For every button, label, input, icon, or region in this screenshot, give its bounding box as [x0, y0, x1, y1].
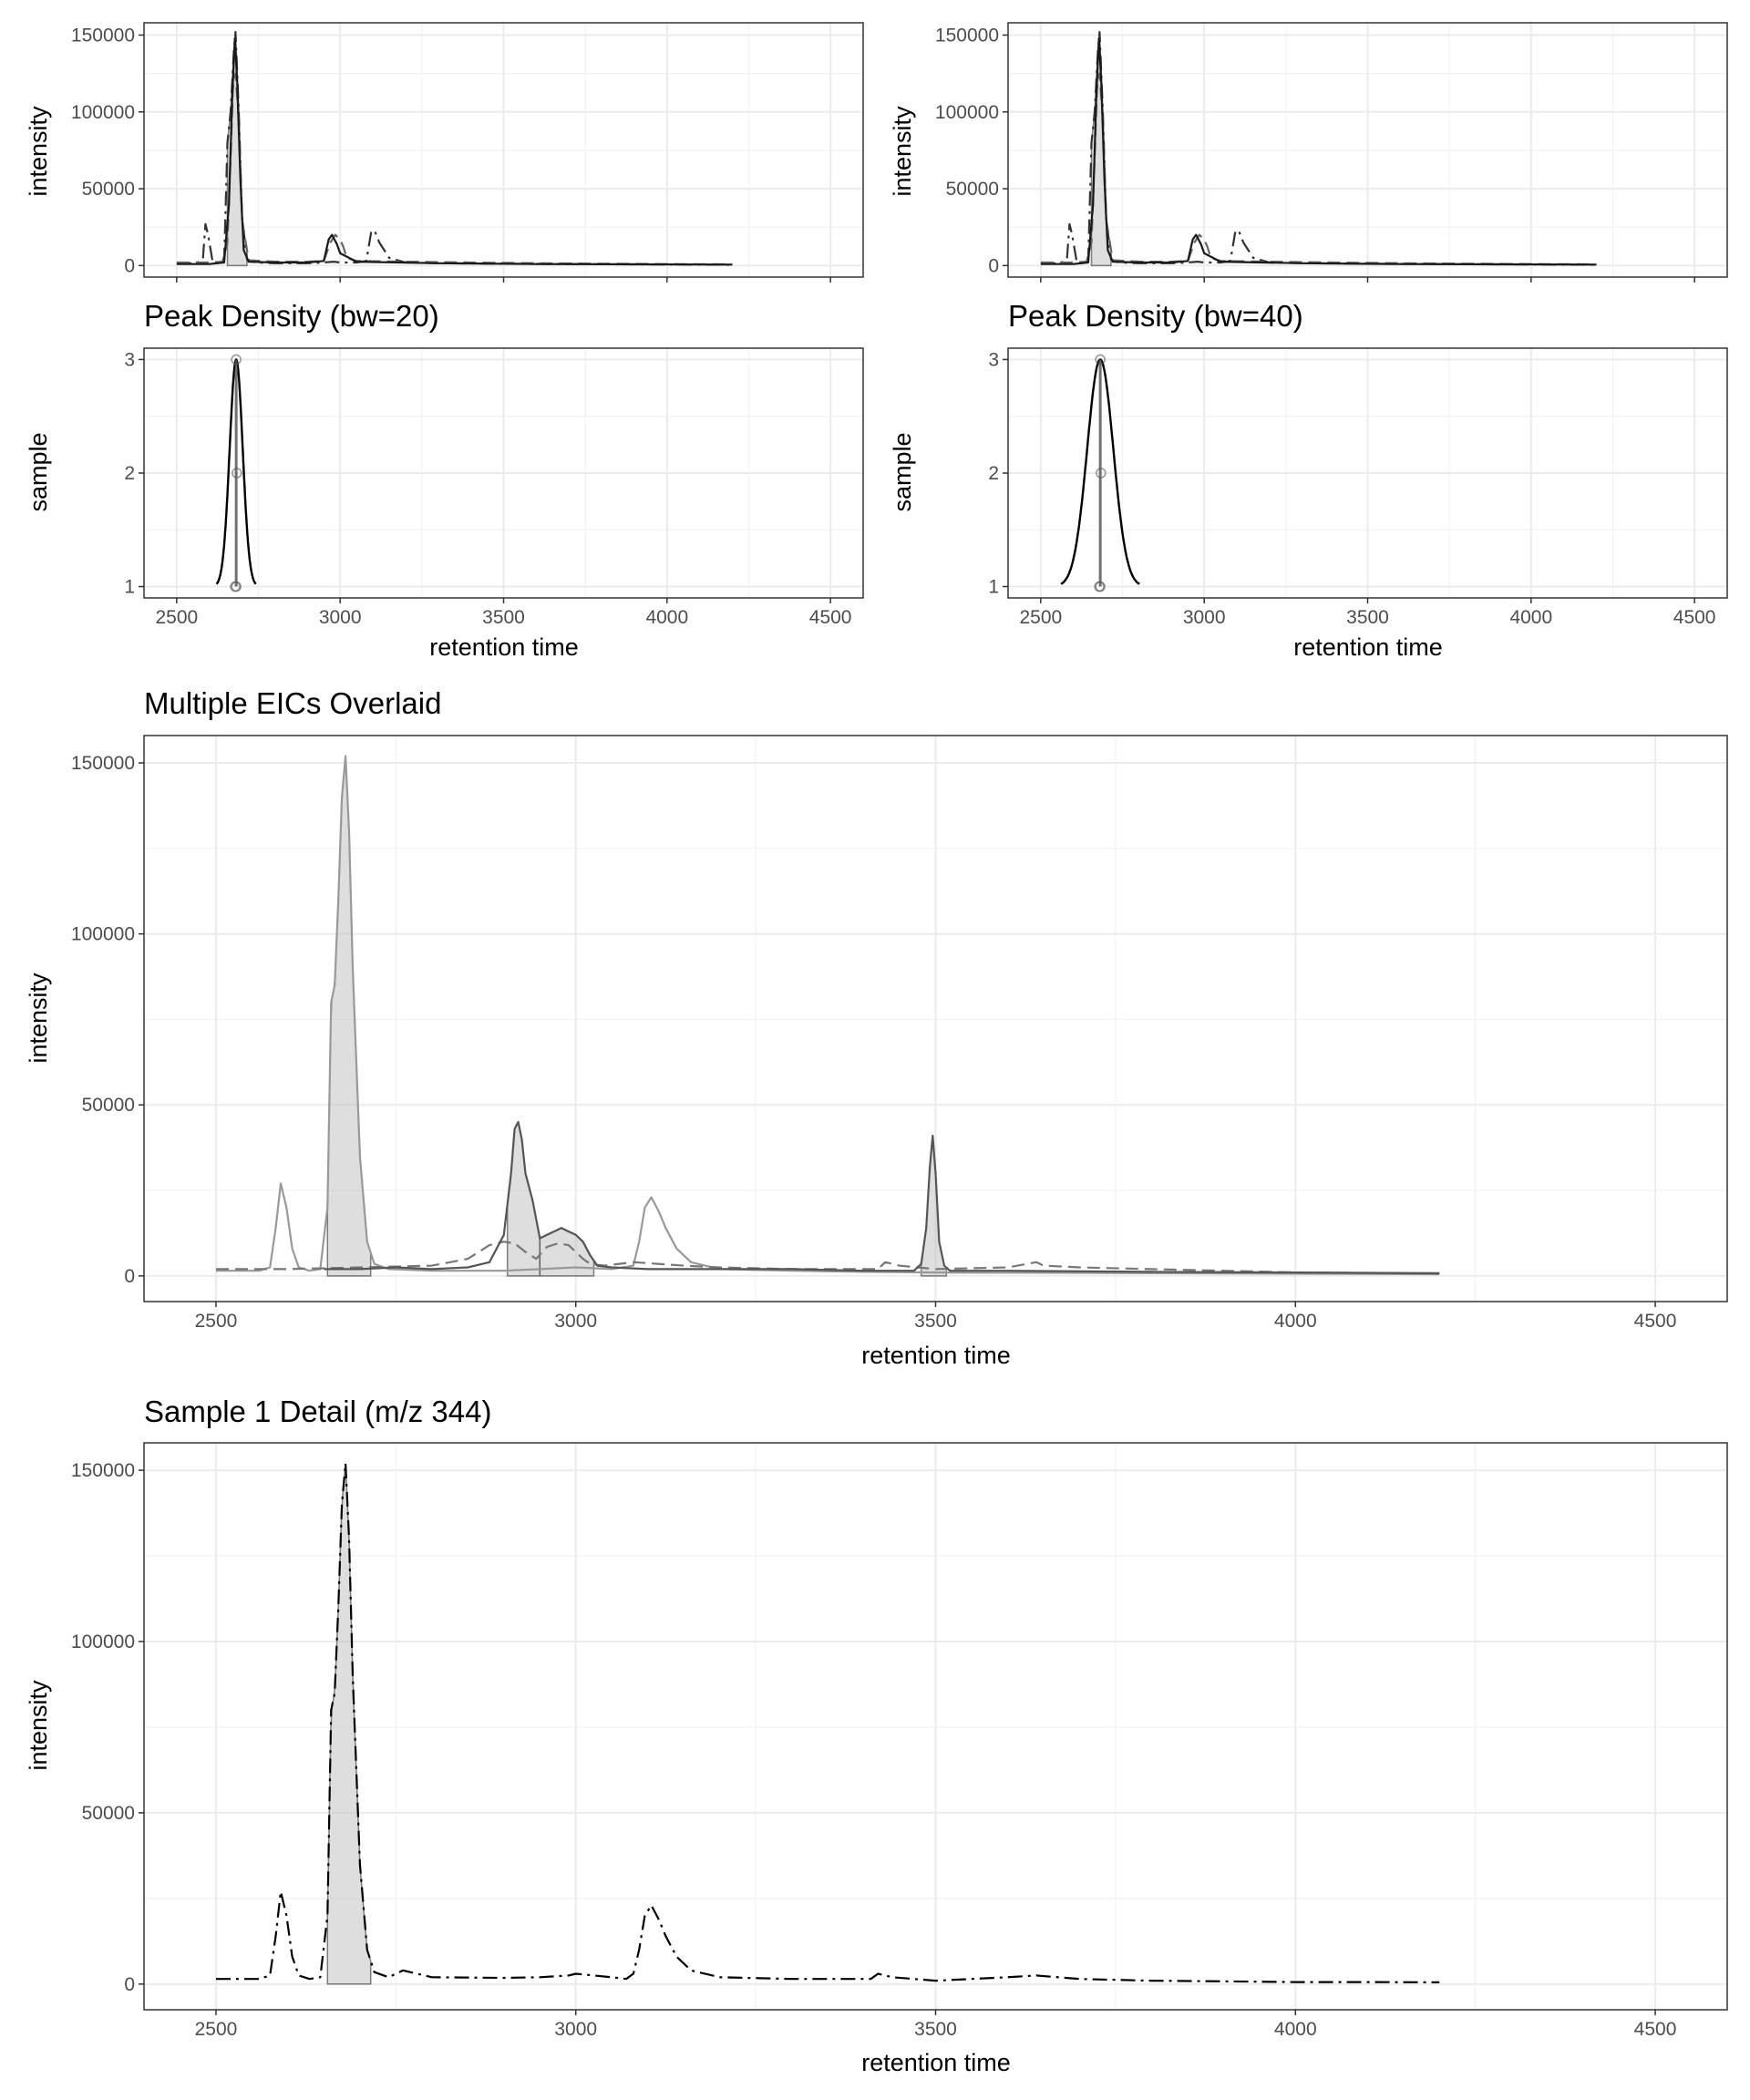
y-tick-label: 50000 — [82, 1803, 135, 1824]
y-axis-label: sample — [889, 432, 916, 511]
plot-area — [1040, 31, 1597, 267]
peak-point — [1095, 581, 1106, 592]
peak-point — [231, 354, 242, 365]
y-tick-label: 150000 — [71, 753, 135, 774]
y-tick-label: 100000 — [935, 102, 999, 123]
panel-title: Peak Density (bw=20) — [144, 299, 439, 333]
series-line-sample-3 — [324, 1120, 1440, 1274]
y-tick-label: 3 — [124, 349, 135, 370]
x-axis-label: retention time — [861, 2049, 1011, 2076]
x-tick-label: 4500 — [1634, 2019, 1677, 2040]
x-tick-label: 3000 — [1183, 607, 1226, 628]
y-tick-label: 1 — [988, 577, 999, 598]
x-tick-label: 4500 — [809, 607, 852, 628]
y-tick-label: 100000 — [71, 102, 135, 123]
plot-area — [216, 1462, 1440, 1985]
x-tick-label: 3500 — [1346, 607, 1389, 628]
series-line-sample-3 — [1040, 36, 1597, 266]
gridlines — [144, 23, 863, 277]
x-tick-label: 3000 — [554, 2019, 597, 2040]
peak-point — [1096, 468, 1107, 479]
y-tick-label: 1 — [124, 577, 135, 598]
plot-area — [176, 31, 733, 267]
x-tick-label: 3000 — [554, 1311, 597, 1332]
panel-border — [1007, 347, 1728, 599]
panel-title: Peak Density (bw=40) — [1008, 299, 1303, 333]
panel-title: Sample 1 Detail (m/z 344) — [144, 1395, 491, 1428]
gridlines — [144, 1443, 1727, 2010]
panel-border — [143, 347, 864, 599]
y-tick-label: 100000 — [71, 924, 135, 945]
plot-area — [216, 755, 1440, 1277]
panel-border — [143, 1442, 1728, 2011]
peak-point — [232, 468, 242, 479]
series-line-sample-3 — [176, 36, 733, 266]
x-tick-label: 3500 — [482, 607, 525, 628]
y-tick-label: 0 — [124, 1974, 135, 1995]
y-axis-label: sample — [25, 432, 52, 511]
x-axis-label: retention time — [429, 633, 579, 661]
x-tick-label: 4500 — [1673, 607, 1716, 628]
y-axis-label: intensity — [25, 106, 52, 197]
y-axis-label: intensity — [889, 106, 916, 197]
x-tick-label: 3500 — [914, 1311, 957, 1332]
x-tick-label: 4000 — [1274, 1311, 1317, 1332]
x-tick-label: 4500 — [1634, 1311, 1677, 1332]
y-axis-label: intensity — [25, 973, 52, 1064]
gridlines — [1008, 23, 1727, 277]
panel-title: Multiple EICs Overlaid — [144, 686, 441, 720]
plot-area — [1060, 354, 1140, 592]
peak-point — [1095, 354, 1106, 365]
y-tick-label: 150000 — [71, 25, 135, 46]
panel-border — [143, 735, 1728, 1302]
y-tick-label: 150000 — [935, 25, 999, 46]
eic-overlaid-panel: Multiple EICs Overlaid intensity retenti… — [25, 686, 1728, 1369]
y-tick-label: 100000 — [71, 1632, 135, 1652]
x-tick-label: 4000 — [1274, 2019, 1317, 2040]
y-tick-label: 2 — [988, 463, 999, 484]
y-tick-label: 2 — [124, 463, 135, 484]
eic-panel-top-right: intensity 0 50000 100000 150000 — [889, 22, 1728, 283]
panel-border — [1007, 22, 1728, 278]
y-tick-label: 50000 — [82, 179, 135, 200]
x-tick-label: 4000 — [645, 607, 688, 628]
gridlines — [144, 348, 863, 598]
x-tick-label: 4000 — [1509, 607, 1552, 628]
y-axis-label: intensity — [25, 1680, 52, 1771]
x-tick-label: 2500 — [156, 607, 199, 628]
y-tick-label: 150000 — [71, 1460, 135, 1481]
y-tick-label: 3 — [988, 349, 999, 370]
plot-area — [215, 354, 257, 592]
x-axis-label: retention time — [1293, 633, 1443, 661]
eic-panel-top-left: intensity 0 50000 100000 150000 — [25, 22, 864, 283]
y-tick-label: 0 — [988, 255, 999, 276]
y-tick-label: 0 — [124, 255, 135, 276]
peak-point — [231, 581, 242, 592]
y-tick-label: 50000 — [82, 1095, 135, 1116]
x-axis-label: retention time — [861, 1342, 1011, 1369]
y-tick-label: 50000 — [946, 179, 999, 200]
density-panel-bw20: Peak Density (bw=20) sample retention ti… — [25, 299, 864, 661]
sample1-detail-panel: Sample 1 Detail (m/z 344) intensity rete… — [25, 1395, 1728, 2076]
x-tick-label: 2500 — [195, 1311, 238, 1332]
panel-border — [143, 22, 864, 278]
x-tick-label: 3000 — [319, 607, 362, 628]
density-panel-bw40: Peak Density (bw=40) sample retention ti… — [889, 299, 1728, 661]
gridlines — [1008, 348, 1727, 598]
x-tick-label: 2500 — [1020, 607, 1063, 628]
y-tick-label: 0 — [124, 1266, 135, 1287]
x-tick-label: 3500 — [914, 2019, 957, 2040]
x-tick-label: 2500 — [195, 2019, 238, 2040]
